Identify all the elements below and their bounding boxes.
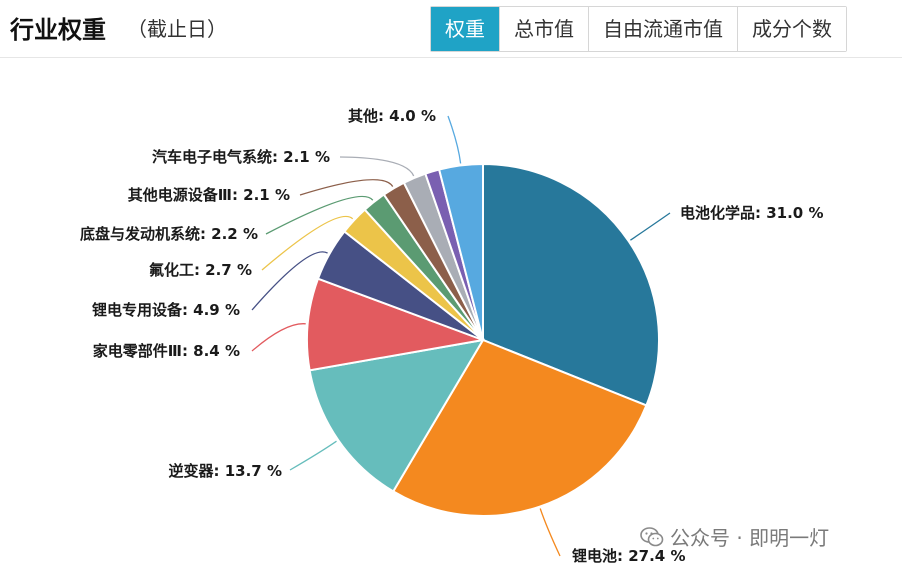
- slice-label: 其他电源设备Ⅲ: 2.1 %: [128, 186, 290, 204]
- slice-label: 电池化学品: 31.0 %: [680, 204, 823, 222]
- leader-line: [447, 115, 462, 164]
- watermark-text: 公众号 · 即明一灯: [670, 526, 830, 550]
- slice-label: 其他: 4.0 %: [348, 107, 436, 125]
- slice-label: 底盘与发动机系统: 2.2 %: [80, 225, 258, 243]
- metric-tabs: 权重 总市值 自由流通市值 成分个数: [430, 6, 847, 52]
- slice-label: 逆变器: 13.7 %: [169, 462, 282, 480]
- pie-slice[interactable]: [306, 277, 487, 372]
- leader-line: [299, 179, 394, 196]
- pie-chart: 电池化学品: 31.0 % 锂电池: 27.4 % 逆变器: 13.7 % 家电零部件…: [80, 107, 824, 565]
- leader-line: [251, 323, 306, 352]
- tab-weight[interactable]: 权重: [431, 7, 499, 51]
- slice-label: 锂电池: 27.4 %: [572, 547, 685, 565]
- leader-line: [630, 212, 671, 241]
- page-title: 行业权重: [10, 16, 106, 44]
- leader-line: [539, 508, 561, 557]
- pie-slice[interactable]: [437, 162, 484, 341]
- tab-constituent-count[interactable]: 成分个数: [737, 7, 846, 51]
- watermark: 公众号 · 即明一灯: [640, 522, 829, 551]
- slice-label: 家电零部件Ⅲ: 8.4 %: [93, 342, 240, 360]
- leader-line: [339, 156, 415, 177]
- slice-label: 氟化工: 2.7 %: [149, 261, 252, 279]
- pie-slice[interactable]: [391, 338, 648, 517]
- leader-line: [251, 251, 328, 311]
- tab-free-float-market-cap[interactable]: 自由流通市值: [588, 7, 737, 51]
- pie-slices: [306, 162, 660, 517]
- page-subtitle: （截止日）: [127, 17, 227, 41]
- tab-total-market-cap[interactable]: 总市值: [499, 7, 588, 51]
- chart-header: 行业权重 （截止日） 权重 总市值 自由流通市值 成分个数: [0, 0, 902, 58]
- wechat-icon: [640, 526, 664, 546]
- leader-line: [261, 215, 354, 271]
- slice-label: 汽车电子电气系统: 2.1 %: [152, 148, 330, 166]
- slice-label: 锂电专用设备: 4.9 %: [92, 301, 240, 319]
- leader-line: [289, 440, 337, 471]
- pie-slice[interactable]: [308, 338, 485, 493]
- leader-line: [265, 195, 374, 235]
- pie-slice[interactable]: [482, 162, 660, 407]
- pie-labels: 电池化学品: 31.0 % 锂电池: 27.4 % 逆变器: 13.7 % 家电零部件…: [80, 107, 824, 565]
- label-leader-lines: [251, 115, 671, 557]
